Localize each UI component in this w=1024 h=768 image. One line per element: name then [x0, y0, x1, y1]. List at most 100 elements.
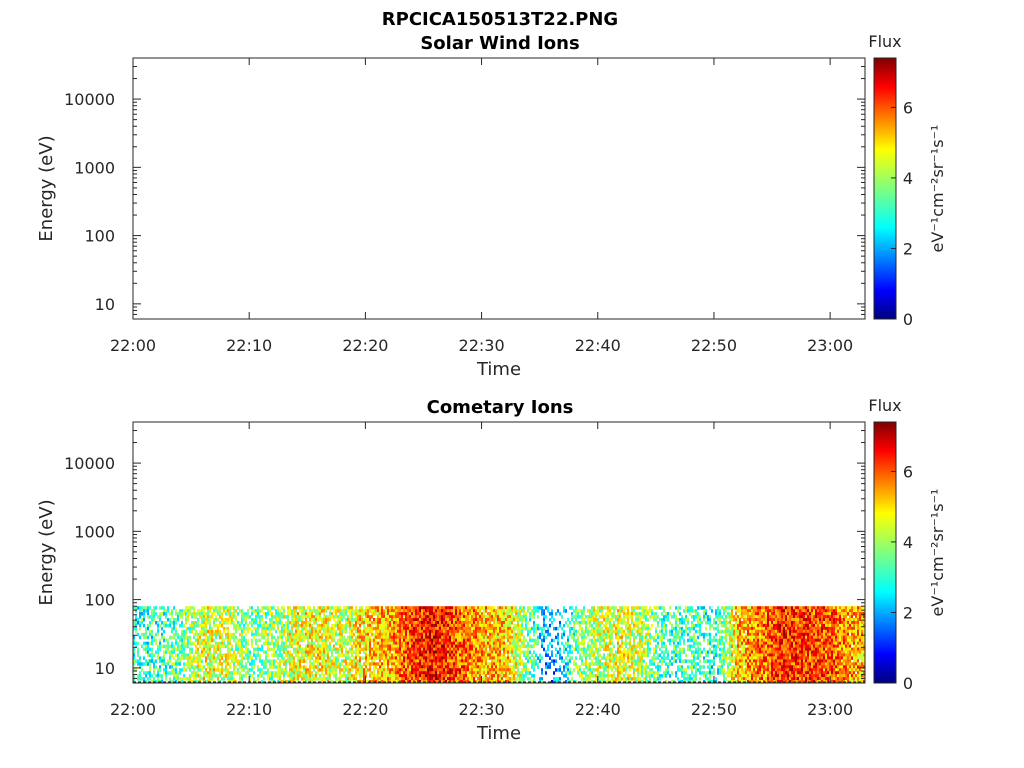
heatmap-cell: [483, 650, 485, 654]
heatmap-cell: [439, 641, 441, 646]
heatmap-cell: [565, 641, 567, 646]
heatmap-cell: [215, 674, 217, 678]
heatmap-cell: [291, 656, 293, 660]
heatmap-cell: [469, 606, 471, 610]
heatmap-cell: [427, 662, 429, 666]
heatmap-cell: [425, 615, 427, 619]
heatmap-cell: [357, 638, 359, 643]
heatmap-cell: [433, 674, 435, 678]
heatmap-cell: [617, 632, 619, 637]
heatmap-cell: [429, 653, 431, 657]
heatmap-cell: [145, 674, 147, 678]
heatmap-cell: [515, 638, 517, 643]
heatmap-cell: [467, 609, 469, 613]
heatmap-cell: [241, 653, 243, 657]
heatmap-cell: [549, 618, 551, 622]
heatmap-cell: [207, 618, 209, 622]
heatmap-cell: [383, 615, 385, 619]
heatmap-cell: [135, 615, 137, 619]
heatmap-cell: [197, 653, 199, 657]
heatmap-cell: [355, 656, 357, 660]
heatmap-cell: [309, 662, 311, 666]
heatmap-cell: [183, 677, 185, 681]
heatmap-cell: [171, 641, 173, 646]
heatmap-cell: [455, 606, 457, 610]
heatmap-cell: [597, 674, 599, 678]
heatmap-cell: [255, 632, 257, 637]
heatmap-cell: [297, 618, 299, 622]
heatmap-cell: [367, 621, 369, 625]
heatmap-cell: [277, 656, 279, 660]
heatmap-cell: [395, 647, 397, 652]
heatmap-cell: [209, 615, 211, 619]
heatmap-cell: [511, 653, 513, 657]
heatmap-cell: [167, 606, 169, 610]
heatmap-cell: [453, 609, 455, 613]
heatmap-cell: [225, 656, 227, 660]
heatmap-cell: [527, 659, 529, 663]
heatmap-cell: [513, 653, 515, 657]
heatmap-cell: [501, 680, 503, 684]
heatmap-cell: [593, 635, 595, 640]
heatmap-cell: [317, 629, 319, 634]
heatmap-cell: [361, 641, 363, 646]
heatmap-cell: [213, 653, 215, 657]
heatmap-cell: [403, 632, 405, 637]
heatmap-cell: [619, 653, 621, 657]
heatmap-cell: [435, 615, 437, 619]
heatmap-cell: [511, 644, 513, 649]
heatmap-cell: [431, 677, 433, 681]
heatmap-cell: [331, 623, 333, 628]
heatmap-cell: [439, 626, 441, 631]
heatmap-cell: [313, 659, 315, 663]
heatmap-cell: [163, 629, 165, 634]
heatmap-cell: [209, 629, 211, 634]
heatmap-cell: [381, 653, 383, 657]
heatmap-cell: [151, 612, 153, 616]
heatmap-cell: [171, 680, 173, 684]
heatmap-cell: [375, 644, 377, 649]
heatmap-cell: [375, 635, 377, 640]
heatmap-cell: [623, 632, 625, 637]
heatmap-cell: [425, 632, 427, 637]
heatmap-cell: [585, 671, 587, 675]
heatmap-cell: [167, 623, 169, 628]
heatmap-cell: [139, 609, 141, 613]
heatmap-cell: [287, 609, 289, 613]
heatmap-cell: [353, 618, 355, 622]
heatmap-cell: [471, 650, 473, 654]
heatmap-cell: [253, 653, 255, 657]
heatmap-cell: [415, 629, 417, 634]
heatmap-cell: [371, 623, 373, 628]
heatmap-cell: [375, 653, 377, 657]
heatmap-cell: [297, 671, 299, 675]
heatmap-cell: [465, 647, 467, 652]
heatmap-cell: [305, 618, 307, 622]
heatmap-cell: [593, 662, 595, 666]
heatmap-cell: [611, 668, 613, 672]
heatmap-cell: [275, 612, 277, 616]
heatmap-cell: [321, 606, 323, 610]
heatmap-cell: [485, 635, 487, 640]
heatmap-cell: [303, 668, 305, 672]
heatmap-cell: [441, 671, 443, 675]
heatmap-cell: [279, 671, 281, 675]
heatmap-cell: [461, 635, 463, 640]
heatmap-cell: [461, 609, 463, 613]
heatmap-cell: [327, 623, 329, 628]
heatmap-cell: [293, 621, 295, 625]
heatmap-cell: [329, 674, 331, 678]
heatmap-cell: [349, 606, 351, 610]
heatmap-cell: [245, 650, 247, 654]
heatmap-cell: [463, 641, 465, 646]
heatmap-cell: [587, 677, 589, 681]
heatmap-cell: [149, 668, 151, 672]
heatmap-cell: [547, 629, 549, 634]
heatmap-cell: [597, 638, 599, 643]
heatmap-cell: [519, 632, 521, 637]
heatmap-cell: [475, 618, 477, 622]
heatmap-cell: [243, 635, 245, 640]
heatmap-cell: [391, 680, 393, 684]
heatmap-cell: [173, 644, 175, 649]
